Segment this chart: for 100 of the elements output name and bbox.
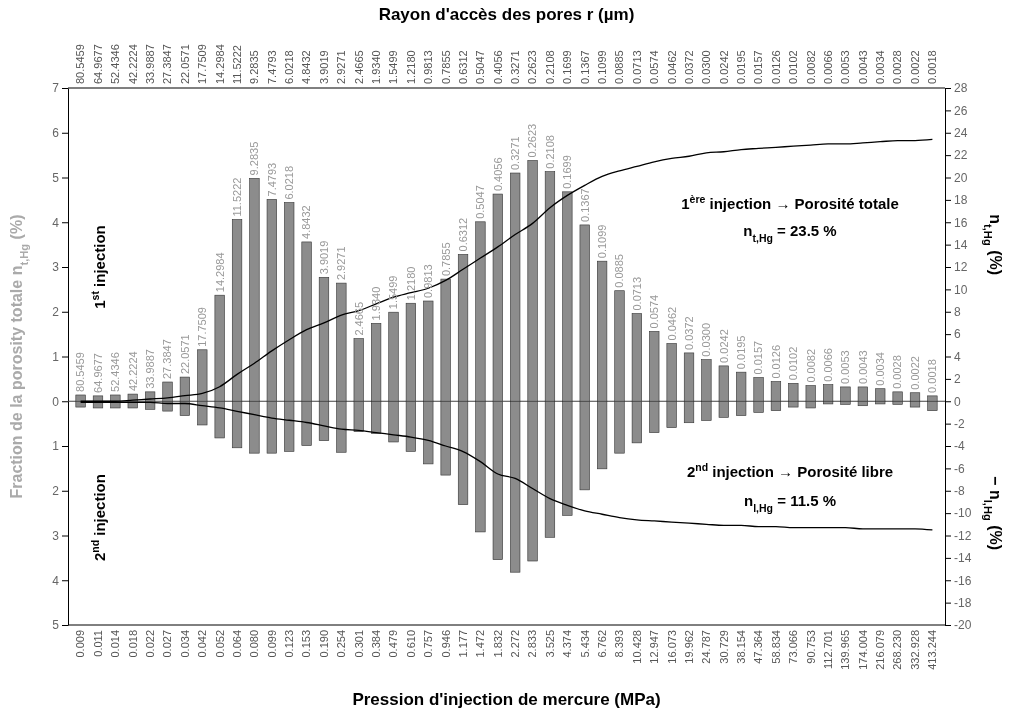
annotation: 0.1699: [561, 155, 574, 189]
y-tick-label: 2: [52, 305, 60, 320]
text: 80.5459: [74, 44, 87, 84]
y2-tick-label: -20: [954, 618, 972, 633]
y2-tick-label: 2: [954, 372, 961, 387]
y2-tick-label: 22: [954, 148, 968, 163]
x-tick-label: 19.962: [682, 630, 695, 664]
bar: [110, 394, 121, 402]
x-tick-label: 0.099: [265, 630, 278, 658]
annotation: 22.0571: [178, 334, 191, 375]
text: 0.0018: [926, 50, 939, 84]
text: 0.7855: [439, 50, 452, 84]
x-tick-label: 0.042: [196, 630, 209, 658]
text: 0.3271: [509, 50, 522, 84]
text: 0.0195: [735, 50, 748, 84]
x-tick-label: 0.052: [213, 630, 226, 658]
text: 0.0043: [856, 50, 869, 84]
x-tick-label: 216.079: [874, 630, 887, 670]
x-tick-label: 12.947: [648, 630, 661, 664]
text: 0.0372: [682, 50, 695, 84]
text: 0.5047: [474, 50, 487, 84]
text: 0.0034: [874, 50, 887, 84]
annotation: 80.5459: [74, 352, 87, 392]
x-tick-label: 413.244: [926, 630, 939, 670]
annotation: 0.0713: [630, 276, 643, 311]
annotation: 0.0082: [804, 348, 817, 383]
x-tick-label: 1.177: [456, 630, 469, 658]
y2-tick-label: 6: [954, 327, 961, 342]
x-tick-label: 1.472: [474, 630, 487, 658]
y2-tick-label: 12: [954, 260, 968, 275]
annotation: 0.3271: [509, 136, 522, 171]
x-tick-label: 6.762: [595, 630, 608, 658]
annotation: 6.0218: [283, 165, 296, 200]
text: 42.2224: [126, 44, 139, 84]
x-axis-title: Pression d'injection de mercure (MPa): [352, 690, 661, 709]
x-tick-label: 0.479: [387, 630, 400, 658]
y-tick-label: 2: [52, 484, 60, 499]
x-tick-label: 5.434: [578, 630, 591, 658]
y-tick-label: 5: [52, 170, 60, 185]
text: 0.2623: [526, 50, 539, 84]
x-tick-label: 0.011: [91, 630, 104, 657]
y2-tick-label: 28: [954, 81, 968, 96]
annotation: 27.3847: [161, 339, 174, 380]
text: 4.8432: [300, 50, 313, 84]
text: 0.0022: [908, 50, 921, 84]
text: 0.0066: [821, 50, 834, 84]
y2-tick-label: 10: [954, 282, 968, 297]
annotation: 0.4056: [491, 157, 504, 192]
annotation: 0.2108: [543, 135, 556, 169]
annotation: 0.1099: [595, 224, 608, 259]
annotation: 9.2835: [248, 141, 261, 176]
x-tick-label: 38.154: [735, 630, 748, 664]
annotation: 64.9677: [91, 353, 104, 393]
annotation: 0.0195: [735, 335, 748, 370]
annotation: 7.4793: [265, 162, 278, 197]
text: 0.4056: [491, 50, 504, 84]
text: 1.9340: [369, 50, 382, 84]
annotation: 0.0885: [613, 254, 626, 288]
y2-tick-label: 4: [954, 349, 961, 364]
y2-tick-label: 26: [954, 103, 968, 118]
annotation: 0.5047: [474, 185, 487, 219]
annotation: 0.6312: [456, 217, 469, 252]
annotation: 0.0574: [648, 294, 661, 329]
y2-tick-label: 24: [954, 126, 968, 141]
text: 22.0571: [178, 44, 191, 84]
annotation: 0.9813: [422, 264, 435, 299]
y2-tick-label: 20: [954, 170, 968, 185]
y-tick-label: 6: [52, 126, 60, 141]
annotation: 0.2623: [526, 123, 539, 158]
x-tick-label: 0.080: [248, 630, 261, 658]
x-tick-label: 0.254: [335, 630, 348, 658]
annotation: 1$^{ère}$ injection → Porosité totale: [681, 192, 899, 212]
annotation: 3.9019: [317, 240, 330, 275]
y2-tick-label: -6: [954, 461, 965, 476]
x-tick-label: 24.787: [700, 630, 713, 664]
y-tick-label: 4: [52, 215, 60, 230]
text: 2.4665: [352, 50, 365, 84]
x-tick-label: 0.153: [300, 630, 313, 658]
y-tick-label: 4: [52, 573, 60, 588]
annotation: 1.9340: [369, 286, 382, 321]
annotation: 2.4665: [352, 301, 365, 336]
text: 11.5222: [230, 45, 243, 84]
text: 3.9019: [317, 50, 330, 84]
y-tick-label: 1: [52, 439, 60, 454]
annotation: 0.0462: [665, 306, 678, 341]
annotation: 0.7855: [439, 242, 452, 277]
text: 1.2180: [404, 50, 417, 84]
x-tick-label: 139.965: [839, 630, 852, 670]
x-tick-label: 58.834: [769, 630, 782, 664]
y-tick-label: 0: [52, 394, 60, 409]
text: 0.0713: [630, 50, 643, 84]
y2-tick-label: 0: [954, 394, 961, 409]
x-tick-label: 0.757: [422, 630, 435, 658]
x-tick-label: 30.729: [717, 630, 730, 664]
text: 7.4793: [265, 50, 278, 84]
y2-tick-label: 8: [954, 305, 961, 320]
annotation: 14.2984: [213, 252, 226, 293]
annotation: 0.0043: [856, 350, 869, 384]
x-tick-label: 2.272: [509, 630, 522, 658]
text: 0.0157: [752, 50, 765, 84]
